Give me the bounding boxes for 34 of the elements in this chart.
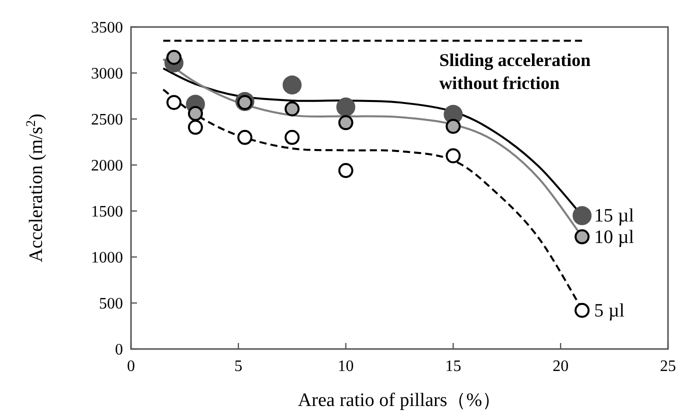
x-tick-label: 5 — [234, 358, 242, 375]
point — [188, 106, 203, 121]
point — [166, 94, 182, 110]
y-tick-label: 2500 — [91, 112, 123, 128]
point — [446, 148, 461, 164]
point — [336, 98, 356, 117]
series-label: 10 µl — [594, 226, 634, 248]
x-tick-label: 10 — [338, 358, 354, 375]
point — [574, 229, 590, 244]
point — [284, 130, 300, 145]
y-tick-label: 1500 — [91, 204, 123, 220]
point — [284, 101, 300, 116]
x-tick-label: 20 — [552, 358, 569, 375]
point — [188, 120, 203, 135]
x-tick-label: 25 — [660, 358, 676, 375]
series-label: 5 µl — [594, 300, 625, 322]
y-tick-label: 2000 — [91, 158, 123, 174]
point — [282, 75, 302, 94]
point — [574, 302, 590, 318]
point — [446, 118, 461, 134]
x-tick-label: 15 — [445, 358, 462, 375]
point — [237, 130, 252, 145]
point — [572, 206, 592, 226]
point — [338, 115, 354, 130]
series-label: 15 µl — [594, 206, 634, 227]
y-tick-label: 1000 — [91, 250, 123, 266]
point — [338, 163, 354, 178]
y-tick-label: 3500 — [91, 20, 123, 36]
y-tick-label: 500 — [99, 296, 123, 312]
y-tick-label: 0 — [115, 342, 123, 358]
annotation: Sliding acceleration without friction — [439, 50, 591, 93]
x-axis-title: Area ratio of pillars（%） — [298, 390, 502, 411]
y-tick-label: 3000 — [91, 66, 123, 82]
x-tick-label: 0 — [127, 358, 135, 375]
